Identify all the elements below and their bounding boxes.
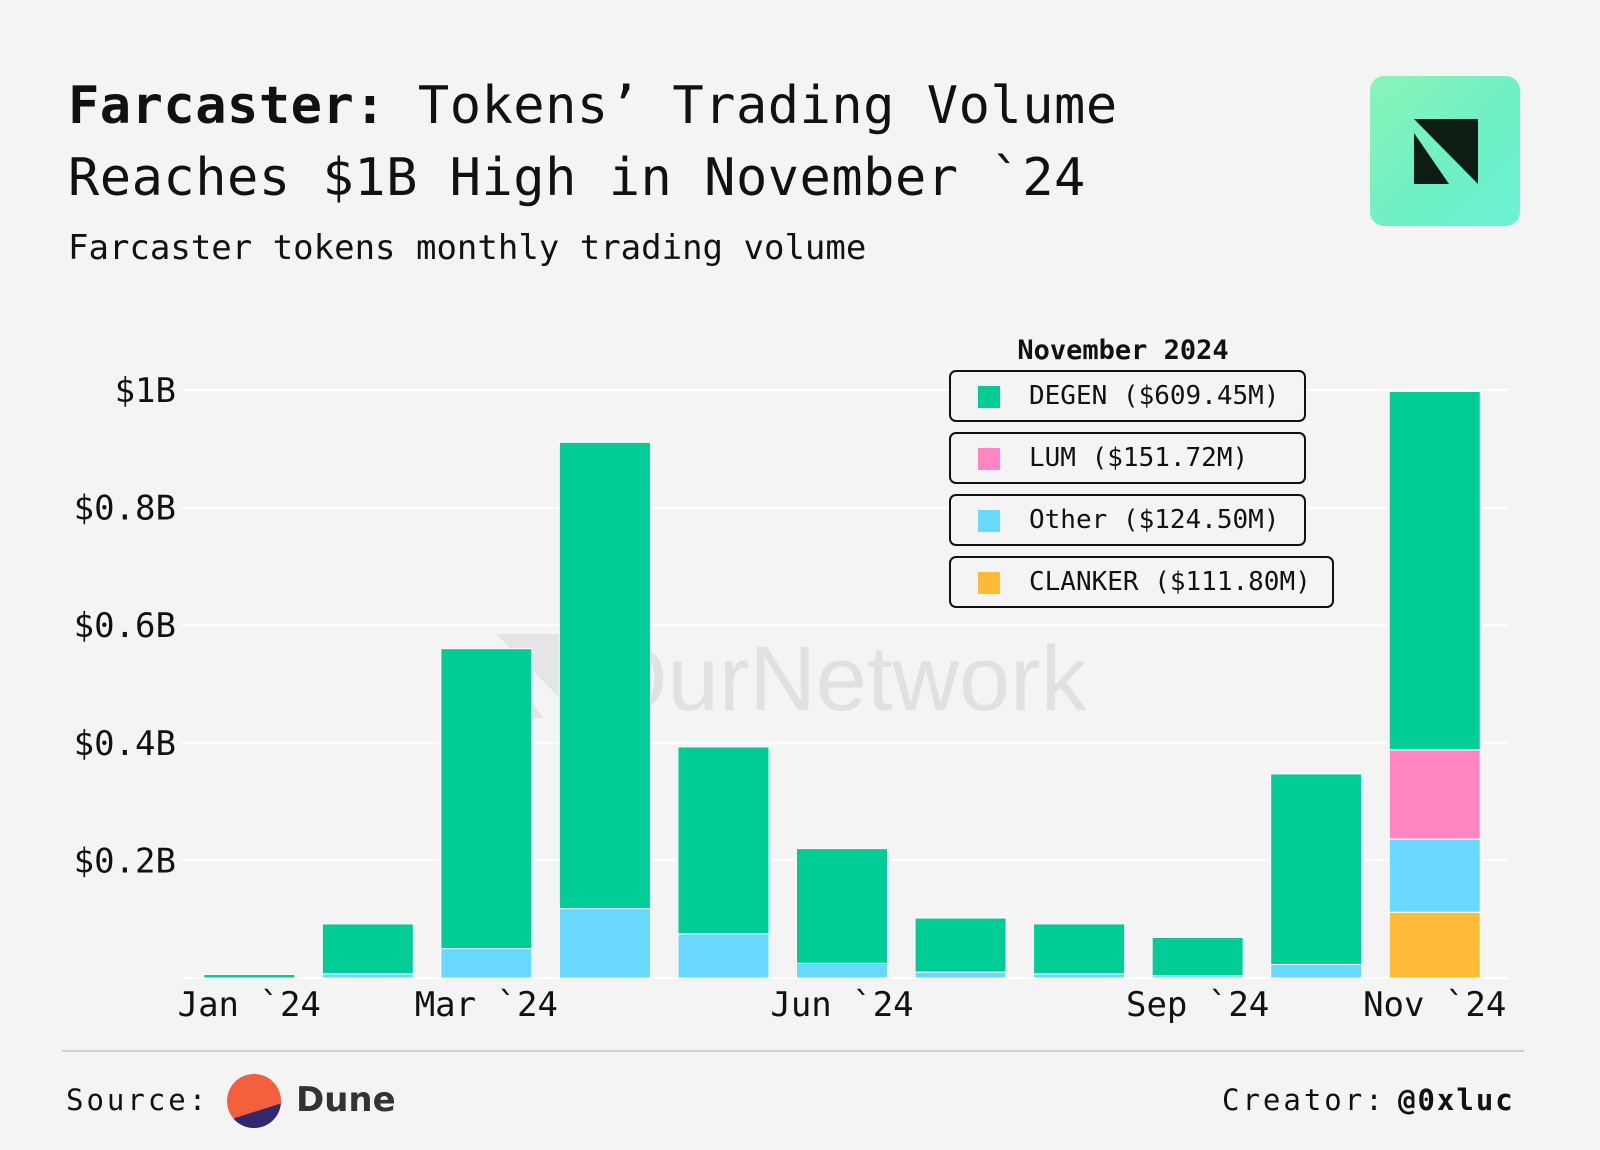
bar-segment-degen: [203, 973, 296, 979]
legend-swatch: [978, 448, 1000, 470]
y-tick-label: $0.4B: [74, 724, 176, 764]
bar-segment-degen: [321, 923, 414, 975]
bar-segment-degen: [1270, 773, 1363, 965]
chart-title-bold: Farcaster:: [68, 76, 387, 136]
chart-subtitle: Farcaster tokens monthly trading volume: [68, 228, 867, 268]
y-tick-label: $0.2B: [74, 841, 176, 881]
legend-label: CLANKER ($111.80M): [1029, 567, 1311, 597]
legend-item: LUM ($151.72M): [949, 432, 1306, 484]
footer-divider: [62, 1050, 1524, 1052]
chart-title: Farcaster: Tokens’ Trading Volume Reache…: [68, 70, 1298, 214]
bar-segment-degen: [914, 917, 1007, 973]
legend-label: LUM ($151.72M): [1029, 443, 1249, 473]
dune-logo-icon: [227, 1074, 281, 1128]
legend-item: CLANKER ($111.80M): [949, 556, 1334, 608]
x-tick-label: Jun `24: [770, 985, 913, 1025]
bar-segment-degen: [1151, 936, 1244, 977]
bar-segment-degen: [677, 746, 770, 935]
ournetwork-logo-icon: [1370, 76, 1520, 226]
bar-segment-other: [914, 971, 1007, 979]
bar-chart: OurNetwork $0.2B $0.4B $0.6B $0.8B $1B Jan `2…: [74, 371, 1508, 1025]
legend-title: November 2024: [1017, 335, 1229, 366]
y-tick-label: $1B: [115, 371, 176, 411]
bar-segment-lum: [1388, 749, 1481, 840]
creator-handle: @0xluc: [1398, 1083, 1515, 1117]
source-name: Dune: [296, 1080, 396, 1120]
bar-segment-degen: [1033, 923, 1126, 975]
bar-segment-degen: [440, 648, 533, 950]
x-tick-label: Nov `24: [1363, 985, 1506, 1025]
legend-swatch: [978, 386, 1000, 408]
legend-label: Other ($124.50M): [1029, 505, 1280, 535]
legend-item: Other ($124.50M): [949, 494, 1306, 546]
watermark-text: OurNetwork: [596, 628, 1088, 730]
x-tick-label: Mar `24: [415, 985, 558, 1025]
legend-label: DEGEN ($609.45M): [1029, 381, 1280, 411]
bar-segment-degen: [558, 441, 651, 910]
creator-label: Creator:: [1222, 1083, 1386, 1117]
bar-segment-degen: [796, 848, 888, 964]
bar-segment-other: [1270, 963, 1363, 979]
y-tick-label: $0.6B: [74, 606, 176, 646]
source-label: Source:: [66, 1083, 210, 1117]
bar-segment-other: [796, 962, 888, 979]
legend-swatch: [978, 510, 1000, 532]
bar-segment-other: [558, 908, 651, 979]
bar-segment-other: [1388, 838, 1481, 913]
x-tick-label: Sep `24: [1126, 985, 1269, 1025]
x-tick-label: Jan `24: [178, 985, 321, 1025]
legend-item: DEGEN ($609.45M): [949, 370, 1306, 422]
bar-segment-clanker: [1388, 911, 1481, 979]
bar-segment-degen: [1388, 390, 1481, 751]
legend-swatch: [978, 572, 1000, 594]
chart-title-rest: Tokens’ Trading Volume Reaches $1B High …: [68, 76, 1118, 208]
bar-segment-other: [321, 973, 414, 979]
bar-segment-other: [677, 933, 770, 979]
bar-segment-other: [1033, 973, 1126, 979]
y-tick-label: $0.8B: [74, 489, 176, 529]
bar-segment-other: [440, 948, 533, 979]
